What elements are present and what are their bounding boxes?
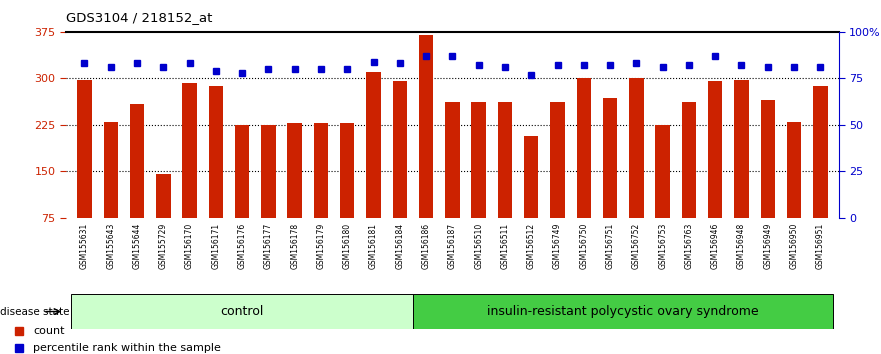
Text: GSM156179: GSM156179: [316, 223, 325, 269]
Text: GSM156170: GSM156170: [185, 223, 194, 269]
Bar: [413, 294, 833, 329]
Bar: [813, 86, 827, 218]
Text: control: control: [220, 305, 263, 318]
Bar: [287, 123, 302, 218]
Text: count: count: [33, 326, 64, 336]
Bar: [498, 102, 512, 218]
Bar: [366, 72, 381, 218]
Text: GSM156180: GSM156180: [343, 223, 352, 269]
Bar: [524, 136, 538, 218]
Text: GSM156178: GSM156178: [290, 223, 300, 269]
Text: GSM156950: GSM156950: [789, 223, 798, 269]
Bar: [78, 80, 92, 218]
Text: GSM156177: GSM156177: [264, 223, 273, 269]
Bar: [314, 123, 329, 218]
Bar: [209, 86, 223, 218]
Text: GSM156176: GSM156176: [238, 223, 247, 269]
Text: GSM155729: GSM155729: [159, 223, 167, 269]
Bar: [418, 35, 433, 218]
Text: GSM156181: GSM156181: [369, 223, 378, 269]
Bar: [471, 102, 486, 218]
Bar: [551, 102, 565, 218]
Bar: [629, 78, 644, 218]
Text: GSM156187: GSM156187: [448, 223, 457, 269]
Text: GDS3104 / 218152_at: GDS3104 / 218152_at: [66, 11, 212, 24]
Text: GSM156750: GSM156750: [580, 223, 589, 269]
Bar: [104, 122, 118, 218]
Bar: [340, 123, 354, 218]
Text: percentile rank within the sample: percentile rank within the sample: [33, 343, 221, 353]
Bar: [156, 175, 171, 218]
Text: GSM156949: GSM156949: [763, 223, 773, 269]
Text: GSM155644: GSM155644: [132, 223, 142, 269]
Text: GSM156948: GSM156948: [737, 223, 746, 269]
Bar: [71, 294, 413, 329]
Bar: [655, 125, 670, 218]
Bar: [261, 125, 276, 218]
Text: GSM155643: GSM155643: [107, 223, 115, 269]
Bar: [787, 122, 801, 218]
Text: GSM156749: GSM156749: [553, 223, 562, 269]
Text: GSM156751: GSM156751: [605, 223, 615, 269]
Bar: [130, 104, 144, 218]
Text: GSM156946: GSM156946: [711, 223, 720, 269]
Bar: [445, 102, 460, 218]
Bar: [708, 81, 722, 218]
Bar: [576, 78, 591, 218]
Bar: [682, 102, 696, 218]
Bar: [182, 83, 196, 218]
Text: disease state: disease state: [0, 307, 70, 316]
Text: GSM156511: GSM156511: [500, 223, 509, 269]
Text: GSM156951: GSM156951: [816, 223, 825, 269]
Bar: [734, 80, 749, 218]
Text: GSM156510: GSM156510: [474, 223, 483, 269]
Bar: [235, 125, 249, 218]
Text: GSM156512: GSM156512: [527, 223, 536, 269]
Bar: [760, 100, 775, 218]
Text: GSM156171: GSM156171: [211, 223, 220, 269]
Text: GSM155631: GSM155631: [80, 223, 89, 269]
Text: GSM156752: GSM156752: [632, 223, 640, 269]
Text: insulin-resistant polycystic ovary syndrome: insulin-resistant polycystic ovary syndr…: [487, 305, 759, 318]
Text: GSM156763: GSM156763: [685, 223, 693, 269]
Bar: [393, 81, 407, 218]
Text: GSM156186: GSM156186: [422, 223, 431, 269]
Text: GSM156753: GSM156753: [658, 223, 667, 269]
Bar: [603, 98, 618, 218]
Text: GSM156184: GSM156184: [396, 223, 404, 269]
